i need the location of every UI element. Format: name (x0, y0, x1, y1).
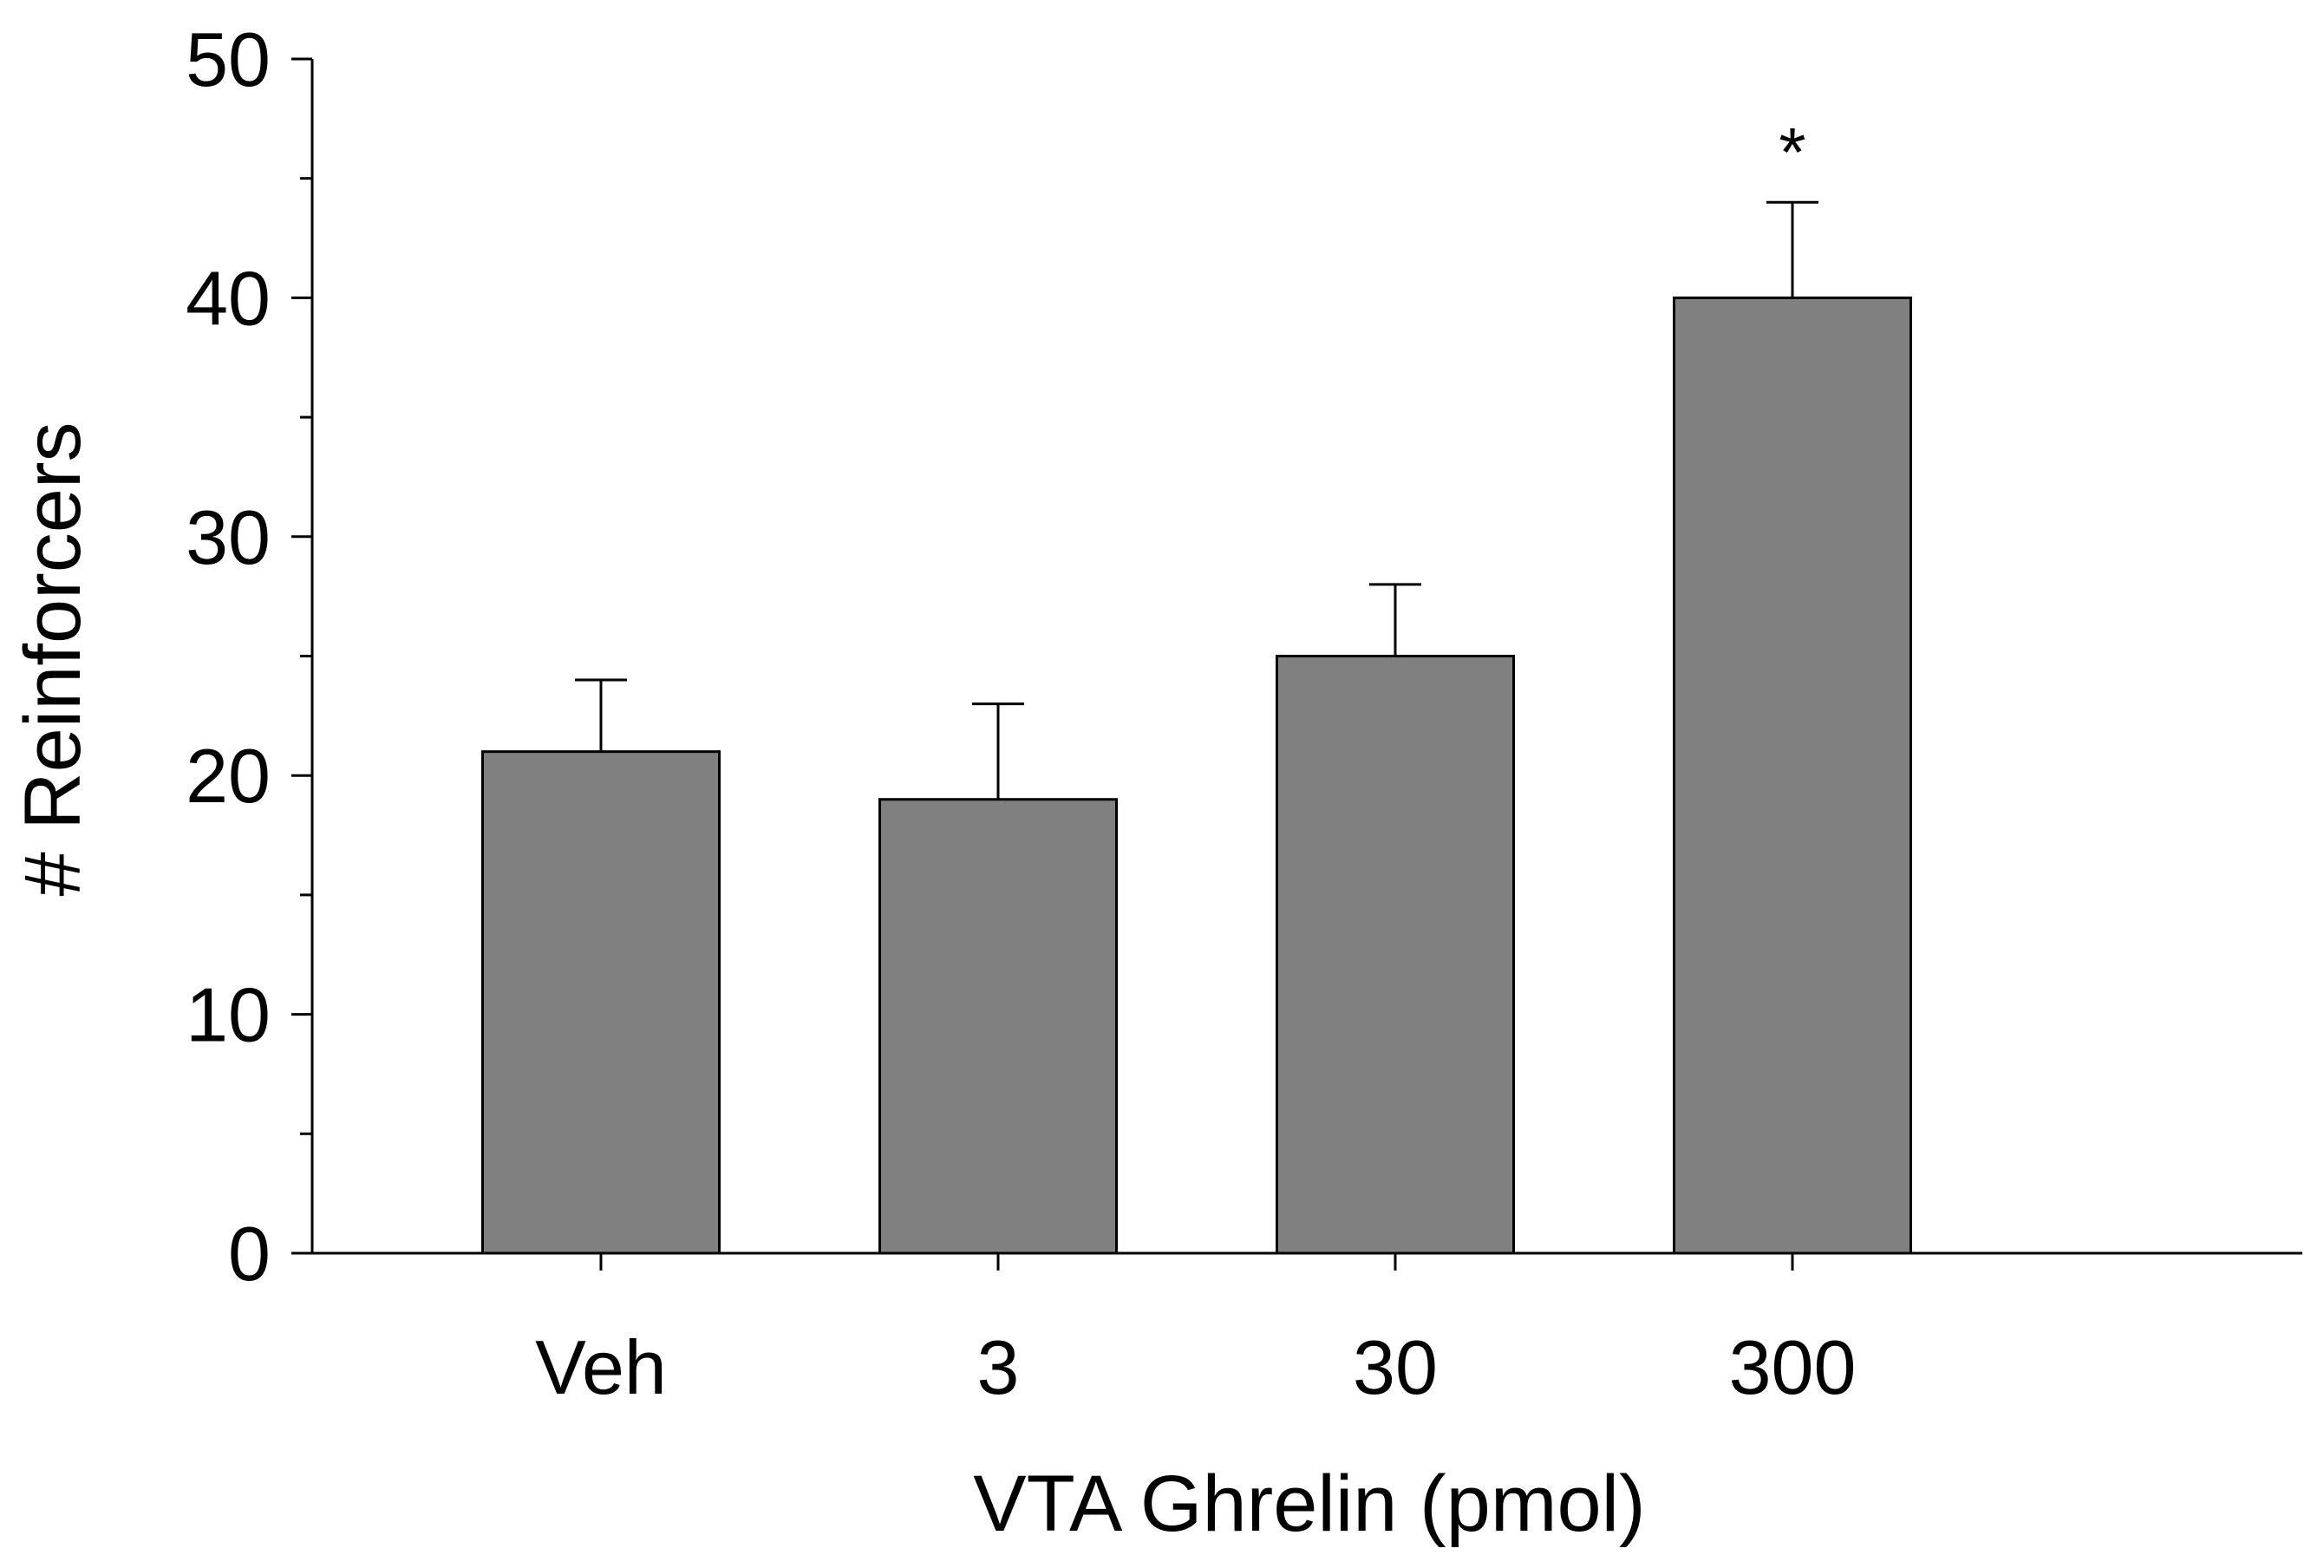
bar (1276, 655, 1515, 1255)
y-axis-title: # Reinforcers (9, 421, 97, 896)
x-tick-label: 3 (977, 1324, 1020, 1410)
y-tick-label: 40 (186, 255, 271, 341)
significance-marker: * (1779, 114, 1805, 191)
y-tick-label: 50 (186, 16, 271, 102)
x-tick-label: 30 (1353, 1324, 1438, 1410)
bar (1673, 296, 1912, 1255)
x-tick-label: Veh (535, 1324, 667, 1410)
bar (481, 750, 721, 1255)
x-tick-label: 300 (1729, 1324, 1857, 1410)
labels-group: 0 10 20 30 40 50 Veh 3 30 300 * (186, 16, 1856, 1410)
y-tick-label: 10 (186, 972, 271, 1058)
x-axis-title: VTA Ghrelin (pmol) (973, 1460, 1645, 1548)
y-tick-label: 0 (228, 1211, 271, 1297)
bars-group (481, 200, 1912, 1255)
y-tick-label: 20 (186, 733, 271, 819)
bar (878, 798, 1118, 1255)
y-tick-label: 30 (186, 494, 271, 580)
